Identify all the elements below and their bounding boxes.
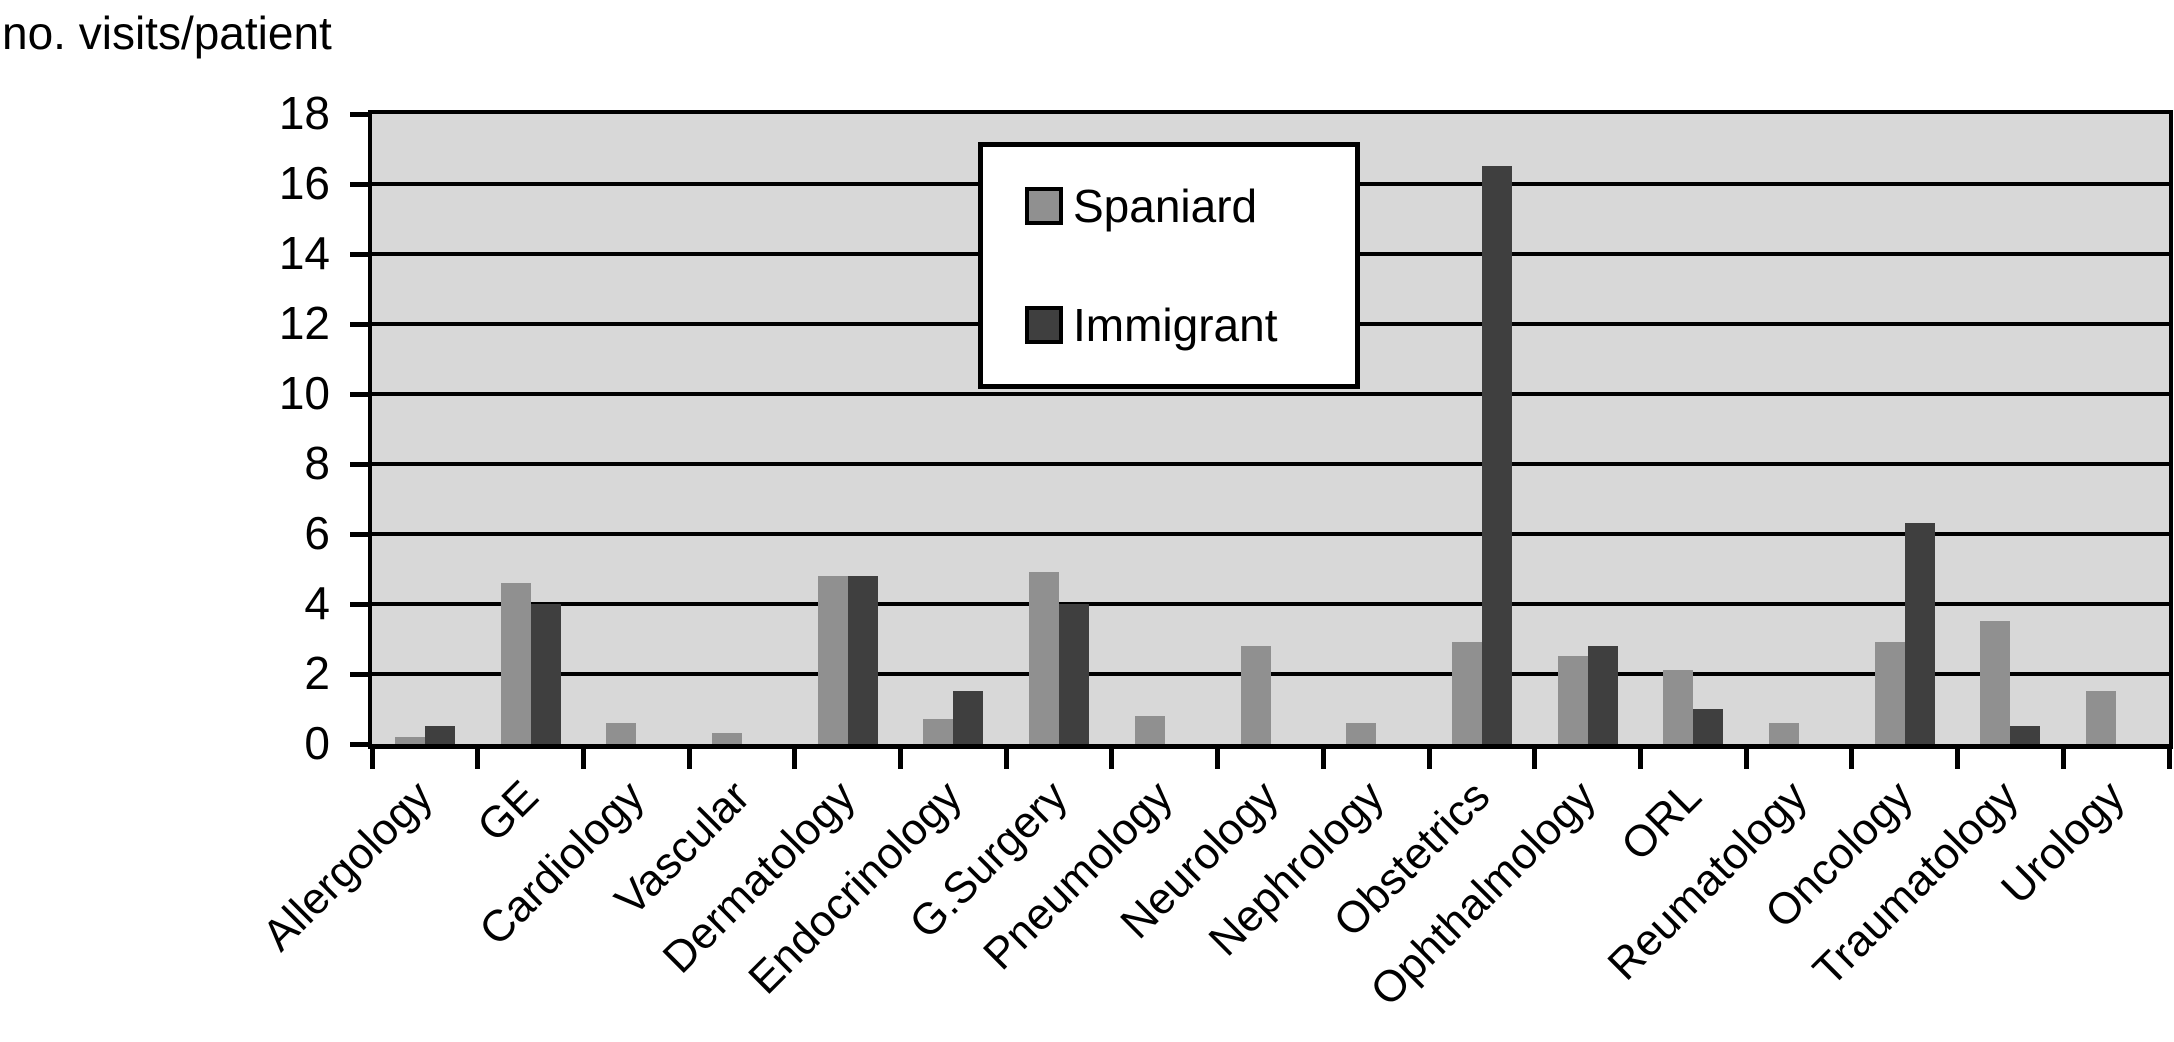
bar-spaniard-endocrinology: [923, 719, 954, 744]
y-axis-label-6: 6: [304, 507, 330, 559]
x-axis-label-allergology: Allergology: [253, 771, 443, 961]
bar-spaniard-ophthalmology: [1557, 656, 1588, 744]
gridline-10: [372, 392, 2169, 396]
x-tick-2: [580, 749, 586, 769]
bar-spaniard-ge: [500, 583, 531, 744]
bar-spaniard-allergology: [394, 737, 425, 744]
bar-immigrant-oncology: [1904, 523, 1935, 744]
bar-spaniard-vascular: [711, 733, 742, 744]
x-tick-3: [686, 749, 692, 769]
y-axis-label-18: 18: [278, 87, 330, 139]
x-tick-13: [1743, 749, 1749, 769]
bar-immigrant-orl: [1693, 709, 1724, 744]
bar-spaniard-traumatology: [1980, 621, 2011, 744]
bar-spaniard-urology: [2086, 691, 2117, 744]
x-tick-11: [1532, 749, 1538, 769]
x-tick-15: [1955, 749, 1961, 769]
y-tick-14: [350, 252, 368, 257]
legend-item-immigrant: Immigrant: [1025, 298, 1355, 352]
x-tick-17: [2166, 749, 2172, 769]
x-tick-8: [1215, 749, 1221, 769]
x-tick-10: [1426, 749, 1432, 769]
legend: Spaniard Immigrant: [978, 142, 1360, 389]
legend-item-spaniard: Spaniard: [1025, 179, 1355, 233]
legend-swatch-spaniard: [1025, 187, 1063, 226]
y-axis-label-12: 12: [278, 297, 330, 349]
bar-spaniard-nephrology: [1346, 723, 1377, 744]
bar-immigrant-obstetrics: [1481, 166, 1512, 744]
bar-spaniard-obstetrics: [1451, 642, 1482, 744]
y-axis-label-0: 0: [304, 717, 330, 769]
bar-immigrant-gsurgery: [1059, 604, 1090, 744]
y-tick-2: [350, 672, 368, 677]
bar-spaniard-neurology: [1240, 646, 1271, 744]
y-tick-12: [350, 322, 368, 327]
x-axis-label-orl: ORL: [1611, 771, 1711, 871]
bar-immigrant-allergology: [424, 726, 455, 744]
y-axis-label-2: 2: [304, 647, 330, 699]
bar-spaniard-pneumology: [1134, 716, 1165, 744]
x-tick-16: [2060, 749, 2066, 769]
bar-spaniard-gsurgery: [1029, 572, 1060, 744]
y-tick-6: [350, 532, 368, 537]
legend-label-immigrant: Immigrant: [1073, 298, 1278, 351]
bar-spaniard-cardiology: [606, 723, 637, 744]
x-tick-14: [1849, 749, 1855, 769]
bar-spaniard-orl: [1663, 670, 1694, 744]
bar-spaniard-dermatology: [817, 576, 848, 744]
x-tick-6: [1003, 749, 1009, 769]
x-tick-7: [1109, 749, 1115, 769]
bar-immigrant-dermatology: [847, 576, 878, 744]
gridline-8: [372, 462, 2169, 466]
legend-swatch-immigrant: [1025, 305, 1063, 344]
bar-immigrant-ophthalmology: [1587, 646, 1618, 744]
gridline-4: [372, 602, 2169, 606]
bar-spaniard-oncology: [1874, 642, 1905, 744]
x-tick-1: [475, 749, 481, 769]
x-tick-5: [898, 749, 904, 769]
y-axis-label-8: 8: [304, 437, 330, 489]
y-tick-0: [350, 742, 368, 747]
bar-immigrant-ge: [530, 604, 561, 744]
gridline-2: [372, 672, 2169, 676]
x-tick-0: [369, 749, 375, 769]
x-axis-label-ge: GE: [468, 771, 548, 852]
bar-immigrant-traumatology: [2010, 726, 2041, 744]
y-axis-label-4: 4: [304, 577, 330, 629]
bar-immigrant-endocrinology: [953, 691, 984, 744]
x-tick-12: [1637, 749, 1643, 769]
y-tick-16: [350, 182, 368, 187]
x-tick-4: [792, 749, 798, 769]
y-axis-label-14: 14: [278, 227, 330, 279]
y-tick-18: [350, 112, 368, 117]
y-axis-label-10: 10: [278, 367, 330, 419]
bar-spaniard-reumatology: [1769, 723, 1800, 744]
gridline-6: [372, 532, 2169, 536]
y-tick-4: [350, 602, 368, 607]
y-axis-label-16: 16: [278, 157, 330, 209]
y-tick-10: [350, 392, 368, 397]
y-tick-8: [350, 462, 368, 467]
x-tick-9: [1320, 749, 1326, 769]
chart-title: no. visits/patient: [2, 7, 332, 59]
legend-label-spaniard: Spaniard: [1073, 180, 1258, 233]
